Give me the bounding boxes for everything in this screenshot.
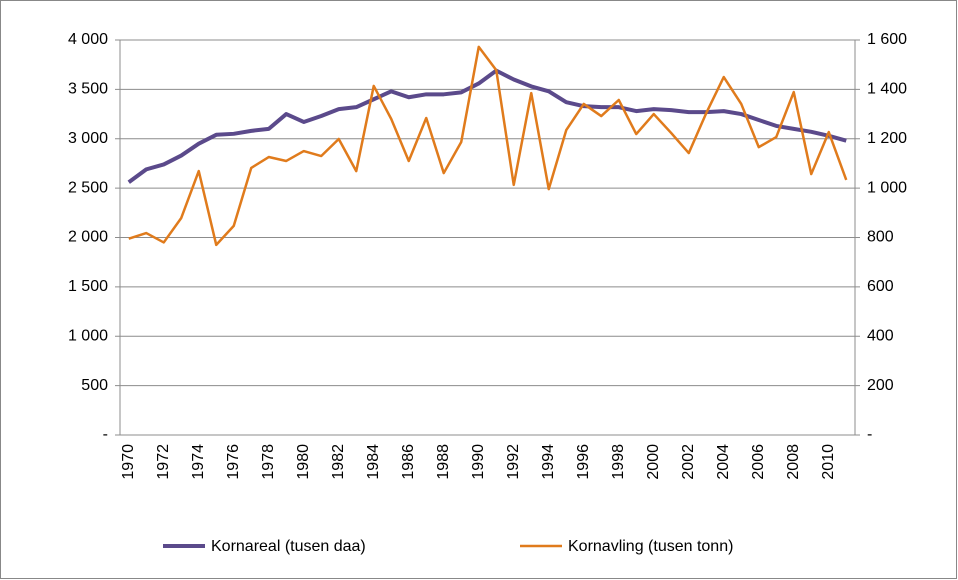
y2-tick-label: 600 — [867, 278, 894, 295]
x-tick-label: 1994 — [540, 444, 557, 480]
series-line — [128, 45, 848, 247]
x-tick-label: 1972 — [155, 444, 172, 480]
x-tick-label: 1996 — [575, 444, 592, 480]
x-tick-label: 2008 — [785, 444, 802, 480]
x-tick-label: 1970 — [120, 444, 137, 480]
y2-tick-label: - — [867, 426, 872, 443]
y-tick-label: 1 000 — [68, 327, 108, 344]
x-tick-label: 2002 — [680, 444, 697, 480]
x-tick-label: 1992 — [505, 444, 522, 480]
x-tick-label: 1984 — [365, 444, 382, 480]
y-tick-label: 500 — [81, 377, 108, 394]
x-tick-label: 1998 — [610, 444, 627, 480]
y2-tick-label: 1 400 — [867, 81, 907, 98]
y2-tick-label: 1 000 — [867, 179, 907, 196]
series-line — [127, 68, 847, 184]
x-tick-label: 1974 — [190, 444, 207, 480]
y-tick-label: 2 500 — [68, 179, 108, 196]
y2-tick-label: 200 — [867, 377, 894, 394]
y-tick-label: 3 500 — [68, 81, 108, 98]
x-tick-label: 1978 — [260, 444, 277, 480]
x-tick-label: 1990 — [470, 444, 487, 480]
y-tick-label: 2 000 — [68, 229, 108, 246]
x-tick-label: 1988 — [435, 444, 452, 480]
x-tick-label: 2004 — [715, 444, 732, 480]
y2-tick-label: 1 600 — [867, 31, 907, 48]
x-tick-label: 2000 — [645, 444, 662, 480]
x-tick-label: 1980 — [295, 444, 312, 480]
x-tick-label: 2010 — [820, 444, 837, 480]
x-tick-label: 1982 — [330, 444, 347, 480]
x-tick-label: 1986 — [400, 444, 417, 480]
legend-label: Kornavling (tusen tonn) — [568, 538, 733, 555]
y2-tick-label: 800 — [867, 229, 894, 246]
legend-label: Kornareal (tusen daa) — [211, 538, 366, 555]
y-tick-label: 3 000 — [68, 130, 108, 147]
y2-tick-label: 400 — [867, 327, 894, 344]
y2-tick-label: 1 200 — [867, 130, 907, 147]
y-tick-label: - — [103, 426, 108, 443]
y-tick-label: 1 500 — [68, 278, 108, 295]
y-tick-label: 4 000 — [68, 31, 108, 48]
x-tick-label: 2006 — [750, 444, 767, 480]
x-tick-label: 1976 — [225, 444, 242, 480]
